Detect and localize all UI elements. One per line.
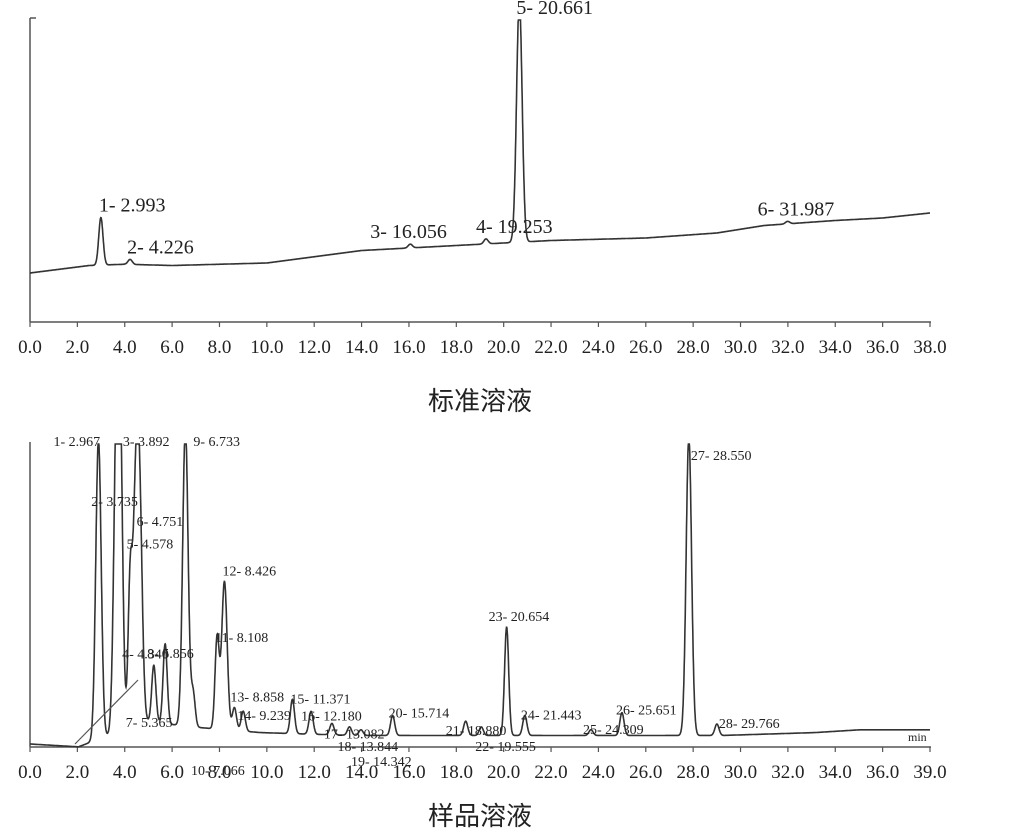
peak-label: 11- 8.108 <box>215 631 268 646</box>
x-tick-label: 39.0 <box>913 762 946 783</box>
peak-label: 4- 19.253 <box>476 216 553 238</box>
x-tick-label: 34.0 <box>819 337 852 358</box>
x-tick-label: 20.0 <box>487 762 520 783</box>
panel-title-top: 标准溶液 <box>428 387 532 416</box>
x-tick-label: 22.0 <box>534 762 567 783</box>
x-unit-label: min <box>908 730 927 744</box>
peak-label: 7- 5.365 <box>126 716 173 731</box>
x-tick-label: 30.0 <box>724 762 757 783</box>
peak-label: 24- 21.443 <box>521 709 582 724</box>
x-tick-label: 28.0 <box>677 337 710 358</box>
peak-label: 18- 13.844 <box>337 740 398 755</box>
peak-label: 19- 14.342 <box>351 755 412 770</box>
x-tick-label: 36.0 <box>866 762 899 783</box>
x-tick-label: 32.0 <box>771 337 804 358</box>
x-tick-label: 14.0 <box>345 762 378 783</box>
x-tick-label: 4.0 <box>113 337 137 358</box>
x-tick-label: 26.0 <box>629 762 662 783</box>
peak-label: 14- 9.239 <box>237 709 291 724</box>
x-tick-label: 28.0 <box>677 762 710 783</box>
x-tick-label: 14.0 <box>345 337 378 358</box>
peak-label: 8- 5.856 <box>147 647 194 662</box>
peak-label: 25- 24.309 <box>583 723 644 738</box>
x-tick-label: 6.0 <box>160 762 184 783</box>
x-tick-label: 10.0 <box>250 337 283 358</box>
x-tick-label: 6.0 <box>160 337 184 358</box>
peak-label: 23- 20.654 <box>489 610 550 625</box>
peak-label: 4- 4.340 <box>122 648 169 663</box>
peak-label: 26- 25.651 <box>616 704 677 719</box>
x-tick-label: 20.0 <box>487 337 520 358</box>
x-ticks-top: 0.0 2.0 4.0 6.0 8.0 10.0 12.0 14.0 16.0 18.0 20.0 2… <box>18 322 947 358</box>
x-tick-label: 12.0 <box>298 762 331 783</box>
peak-label: 3- 16.056 <box>370 221 447 243</box>
peak-label: 13- 8.858 <box>230 691 284 706</box>
panel-title-bottom: 样品溶液 <box>428 802 532 831</box>
x-tick-label: 2.0 <box>65 337 89 358</box>
x-tick-label: 34.0 <box>819 762 852 783</box>
sample-solution-panel: 0.0 2.0 4.0 6.0 8.0 10.0 12.0 14.0 16.0 18.0 20.0 2… <box>18 435 947 831</box>
x-tick-label: 32.0 <box>771 762 804 783</box>
peak-label: 28- 29.766 <box>719 717 780 732</box>
x-tick-label: 12.0 <box>298 337 331 358</box>
peak-label: 16- 12.180 <box>301 709 362 724</box>
x-tick-label: 8.0 <box>208 337 232 358</box>
x-tick-label: 16.0 <box>392 337 425 358</box>
peak-label: 21- 18.880 <box>446 724 507 739</box>
x-tick-label: 38.0 <box>913 337 946 358</box>
peak-label: 2- 4.226 <box>127 236 194 258</box>
peak-labels-top: 1- 2.993 2- 4.226 3- 16.056 4- 19.253 5- 20.… <box>99 0 834 258</box>
peak-label: 2- 3.735 <box>91 495 138 510</box>
peak-label: 5- 20.661 <box>516 0 593 19</box>
x-tick-label: 18.0 <box>440 762 473 783</box>
x-ticks-bottom: 0.0 2.0 4.0 6.0 8.0 10.0 12.0 14.0 16.0 18.0 20.0 2… <box>18 747 947 783</box>
x-tick-label: 22.0 <box>534 337 567 358</box>
peak-label: 9- 6.733 <box>193 435 240 450</box>
x-tick-label: 24.0 <box>582 762 615 783</box>
peak-label: 10- 7.066 <box>191 764 245 779</box>
peak-label: 6- 31.987 <box>758 198 835 220</box>
peak-label: 1- 2.967 <box>53 435 100 450</box>
peak-label: 15- 11.371 <box>290 692 350 707</box>
chromatogram-trace-top <box>29 19 930 274</box>
x-tick-label: 30.0 <box>724 337 757 358</box>
standard-solution-panel: 0.0 2.0 4.0 6.0 8.0 10.0 12.0 14.0 16.0 18.0 20.0 2… <box>18 0 947 416</box>
x-tick-label: 4.0 <box>113 762 137 783</box>
x-tick-label: 36.0 <box>866 337 899 358</box>
peak-label: 3- 3.892 <box>123 435 170 450</box>
x-tick-label: 0.0 <box>18 337 42 358</box>
peak-label: 1- 2.993 <box>99 195 166 217</box>
peak-label: 20- 15.714 <box>389 707 450 722</box>
peak-label: 12- 8.426 <box>222 564 276 579</box>
x-tick-label: 2.0 <box>65 762 89 783</box>
peak-labels-bottom: 1- 2.967 2- 3.735 3- 3.892 4- 4.340 5- 4.578… <box>53 435 779 779</box>
chromatogram-trace-bottom <box>30 443 930 748</box>
peak-label: 22- 19.555 <box>475 740 536 755</box>
x-tick-label: 24.0 <box>582 337 615 358</box>
x-tick-label: 16.0 <box>392 762 425 783</box>
peak-label: 27- 28.550 <box>691 449 752 464</box>
x-tick-label: 10.0 <box>250 762 283 783</box>
x-tick-label: 26.0 <box>629 337 662 358</box>
peak-label: 17- 13.082 <box>324 727 385 742</box>
x-tick-label: 8.0 <box>208 762 232 783</box>
x-tick-label: 18.0 <box>440 337 473 358</box>
x-tick-label: 0.0 <box>18 762 42 783</box>
baseline-integration-line <box>74 679 139 745</box>
peak-label: 5- 4.578 <box>127 538 174 553</box>
peak-label: 6- 4.751 <box>137 515 184 530</box>
